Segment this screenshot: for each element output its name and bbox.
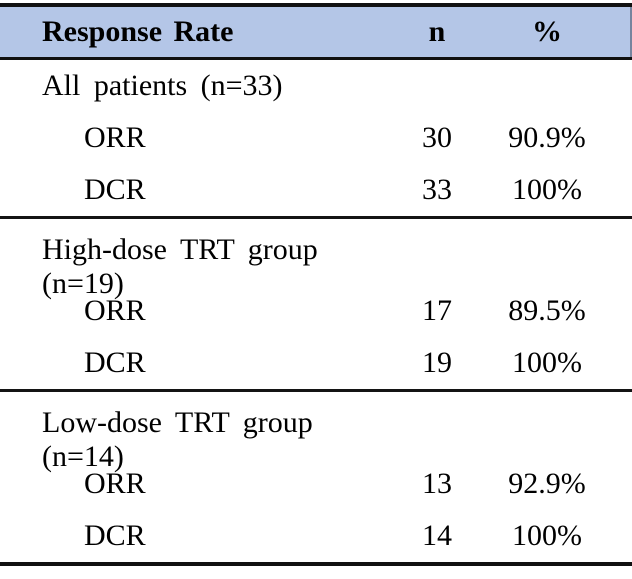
cell-percent: 100% xyxy=(512,519,582,552)
cell-percent: 89.5% xyxy=(508,294,586,327)
cell-n: 17 xyxy=(422,294,452,327)
row-label: ORR xyxy=(84,467,146,500)
cell-n: 13 xyxy=(422,467,452,500)
row-label: DCR xyxy=(84,173,146,206)
group-row: High-dose TRT group (n=19) xyxy=(0,233,632,300)
table-header-row: Response Rate n % xyxy=(0,3,632,60)
group-label: Low-dose TRT group (n=14) xyxy=(42,406,313,473)
row-label: DCR xyxy=(84,519,146,552)
group-label: All patients (n=33) xyxy=(42,69,283,102)
section-high-dose: High-dose TRT group (n=19) ORR 17 89.5% … xyxy=(0,219,632,392)
table-row: DCR 19 100% xyxy=(0,337,632,389)
table-row: DCR 14 100% xyxy=(0,510,632,562)
response-rate-table: Response Rate n % All patients (n=33) OR… xyxy=(0,3,632,566)
section-low-dose: Low-dose TRT group (n=14) ORR 13 92.9% D… xyxy=(0,392,632,566)
table-row: ORR 17 89.5% xyxy=(0,285,632,337)
header-percent: % xyxy=(532,15,562,48)
cell-percent: 100% xyxy=(512,173,582,206)
group-row: All patients (n=33) xyxy=(0,60,632,112)
cell-percent: 92.9% xyxy=(508,467,586,500)
row-label: ORR xyxy=(84,121,146,154)
cell-n: 30 xyxy=(422,121,452,154)
table-row: ORR 13 92.9% xyxy=(0,458,632,510)
section-all-patients: All patients (n=33) ORR 30 90.9% DCR 33 … xyxy=(0,60,632,219)
group-label: High-dose TRT group (n=19) xyxy=(42,233,318,300)
row-label: DCR xyxy=(84,346,146,379)
cell-n: 14 xyxy=(422,519,452,552)
group-row: Low-dose TRT group (n=14) xyxy=(0,406,632,473)
cell-n: 33 xyxy=(422,173,452,206)
cell-n: 19 xyxy=(422,346,452,379)
header-response-rate: Response Rate xyxy=(42,15,234,48)
table-row: ORR 30 90.9% xyxy=(0,112,632,164)
cell-percent: 100% xyxy=(512,346,582,379)
table-row: DCR 33 100% xyxy=(0,164,632,216)
header-n: n xyxy=(428,15,446,48)
cell-percent: 90.9% xyxy=(508,121,586,154)
row-label: ORR xyxy=(84,294,146,327)
